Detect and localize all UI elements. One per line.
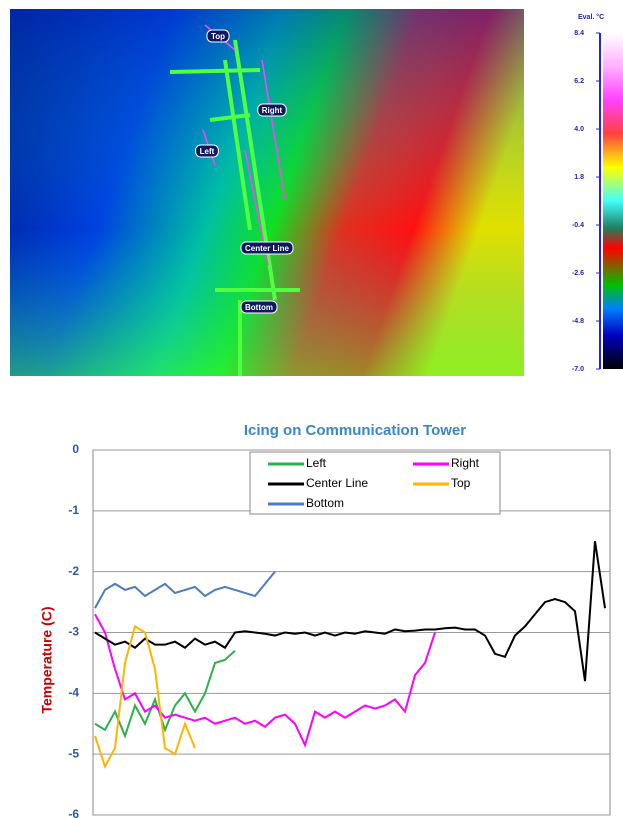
image-label-box bbox=[206, 29, 230, 43]
thermal-overlay bbox=[10, 9, 524, 376]
image-label: Center Line bbox=[245, 244, 290, 253]
thermal-labels: Top Right Left Center Line Bottom bbox=[195, 29, 294, 314]
series-line bbox=[94, 571, 276, 609]
legend-label: Top bbox=[451, 476, 471, 490]
colorbar bbox=[603, 33, 623, 369]
legend-label: Right bbox=[451, 456, 480, 470]
colorbar-tick-label: 8.4 bbox=[574, 30, 584, 37]
colorbar-title: Eval. °C bbox=[578, 13, 604, 21]
series-line bbox=[94, 541, 606, 682]
y-tick-label: -1 bbox=[68, 503, 79, 517]
y-tick-label: -4 bbox=[68, 686, 79, 700]
colorbar-tick-label: -2.6 bbox=[572, 270, 584, 277]
image-label: Top bbox=[211, 32, 225, 41]
image-label: Bottom bbox=[245, 303, 273, 312]
legend-label: Center Line bbox=[306, 476, 368, 490]
colorbar-tick-label: -4.8 bbox=[572, 318, 584, 325]
tower bbox=[169, 39, 300, 376]
image-label-box bbox=[240, 241, 294, 255]
y-tick-label: -6 bbox=[68, 807, 79, 818]
colorbar-tick-label: -0.4 bbox=[572, 222, 584, 229]
y-tick-label: -5 bbox=[68, 746, 79, 760]
series-line bbox=[94, 624, 196, 769]
y-tick-label: -2 bbox=[68, 564, 79, 578]
y-axis-label: Temperature (C) bbox=[39, 606, 55, 713]
series-line bbox=[94, 613, 436, 748]
y-tick-label: -3 bbox=[68, 625, 79, 639]
colorbar-tick-label: 6.2 bbox=[574, 78, 584, 85]
image-label: Right bbox=[262, 106, 283, 115]
thermal-image bbox=[10, 9, 524, 376]
image-label-box bbox=[240, 300, 278, 314]
y-tick-label: 0 bbox=[72, 442, 79, 456]
chart: 0 -1 -2 -3 -4 -5 -6 Left Right Center Line Top Bott… bbox=[68, 442, 611, 818]
colorbar-tick-label: -7.0 bbox=[572, 366, 584, 373]
image-label-box bbox=[195, 144, 219, 158]
chart-title: Icing on Communication Tower bbox=[244, 422, 466, 439]
image-label-box bbox=[257, 103, 287, 117]
image-label: Left bbox=[200, 147, 215, 156]
colorbar-ticks: 8.4 6.2 4.0 1.8 -0.4 -2.6 -4.8 -7.0 bbox=[572, 30, 600, 373]
legend-label: Left bbox=[306, 456, 327, 470]
legend-label: Bottom bbox=[306, 496, 344, 510]
colorbar-tick-label: 4.0 bbox=[574, 126, 584, 133]
colorbar-tick-label: 1.8 bbox=[574, 174, 584, 181]
